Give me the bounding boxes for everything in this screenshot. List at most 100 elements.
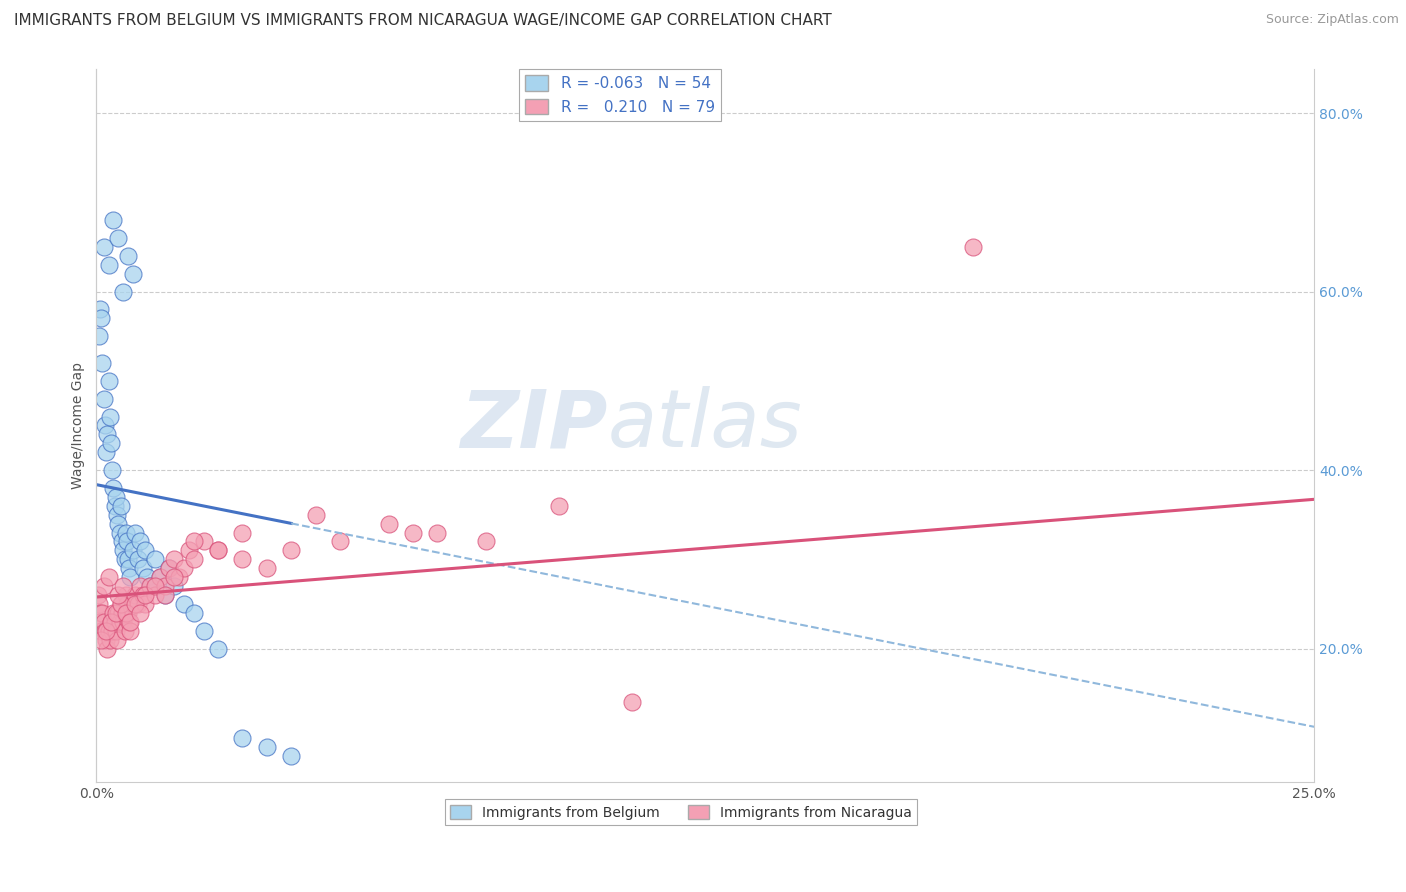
Legend: Immigrants from Belgium, Immigrants from Nicaragua: Immigrants from Belgium, Immigrants from…: [444, 799, 917, 825]
Point: [115, 597, 138, 611]
Point: [93, 615, 115, 629]
Point: [117, 249, 139, 263]
Point: [122, 267, 145, 281]
Text: IMMIGRANTS FROM BELGIUM VS IMMIGRANTS FROM NICARAGUA WAGE/INCOME GAP CORRELATION: IMMIGRANTS FROM BELGIUM VS IMMIGRANTS FR…: [14, 13, 832, 29]
Point: [280, 748, 302, 763]
Point: [177, 543, 200, 558]
Point: [93, 579, 115, 593]
Point: [94, 624, 117, 638]
Point: [94, 632, 117, 647]
Point: [114, 624, 136, 638]
Point: [100, 615, 122, 629]
Point: [100, 436, 122, 450]
Point: [183, 606, 205, 620]
Point: [101, 463, 124, 477]
Point: [131, 561, 153, 575]
Point: [104, 499, 127, 513]
Point: [94, 418, 117, 433]
Point: [112, 615, 135, 629]
Point: [153, 588, 176, 602]
Point: [157, 561, 180, 575]
Point: [104, 606, 127, 620]
Point: [112, 579, 135, 593]
Point: [193, 534, 215, 549]
Point: [139, 579, 162, 593]
Point: [114, 525, 136, 540]
Point: [163, 552, 186, 566]
Point: [134, 588, 156, 602]
Point: [163, 579, 186, 593]
Point: [231, 552, 253, 566]
Point: [256, 739, 278, 754]
Point: [621, 695, 644, 709]
Point: [120, 570, 142, 584]
Point: [129, 534, 152, 549]
Point: [94, 445, 117, 459]
Point: [402, 525, 425, 540]
Point: [90, 311, 112, 326]
Point: [90, 632, 112, 647]
Point: [91, 606, 114, 620]
Point: [112, 285, 135, 299]
Point: [548, 499, 571, 513]
Point: [97, 258, 120, 272]
Point: [122, 543, 145, 558]
Point: [104, 624, 127, 638]
Point: [124, 597, 146, 611]
Point: [115, 534, 138, 549]
Point: [129, 606, 152, 620]
Point: [183, 552, 205, 566]
Point: [101, 624, 124, 638]
Point: [90, 624, 112, 638]
Point: [89, 606, 111, 620]
Point: [256, 561, 278, 575]
Point: [153, 579, 176, 593]
Point: [231, 525, 253, 540]
Point: [163, 570, 186, 584]
Point: [117, 552, 139, 566]
Point: [207, 543, 229, 558]
Point: [167, 570, 190, 584]
Point: [134, 597, 156, 611]
Point: [962, 240, 984, 254]
Point: [329, 534, 352, 549]
Point: [475, 534, 498, 549]
Point: [183, 534, 205, 549]
Point: [87, 329, 110, 343]
Point: [100, 615, 122, 629]
Point: [143, 552, 166, 566]
Point: [120, 624, 142, 638]
Point: [114, 606, 136, 620]
Point: [97, 624, 120, 638]
Point: [104, 490, 127, 504]
Point: [91, 356, 114, 370]
Point: [149, 570, 172, 584]
Point: [97, 570, 120, 584]
Point: [122, 597, 145, 611]
Point: [149, 570, 172, 584]
Point: [112, 543, 135, 558]
Point: [304, 508, 326, 522]
Point: [94, 624, 117, 638]
Point: [114, 552, 136, 566]
Point: [153, 588, 176, 602]
Point: [173, 561, 195, 575]
Point: [117, 606, 139, 620]
Text: Source: ZipAtlas.com: Source: ZipAtlas.com: [1265, 13, 1399, 27]
Point: [118, 615, 141, 629]
Point: [143, 588, 166, 602]
Point: [103, 213, 125, 227]
Point: [107, 231, 129, 245]
Point: [105, 632, 128, 647]
Point: [89, 302, 111, 317]
Point: [377, 516, 399, 531]
Point: [104, 615, 127, 629]
Text: atlas: atlas: [607, 386, 803, 465]
Point: [173, 597, 195, 611]
Point: [193, 624, 215, 638]
Point: [207, 641, 229, 656]
Point: [127, 597, 149, 611]
Point: [97, 374, 120, 388]
Point: [107, 588, 129, 602]
Point: [120, 615, 142, 629]
